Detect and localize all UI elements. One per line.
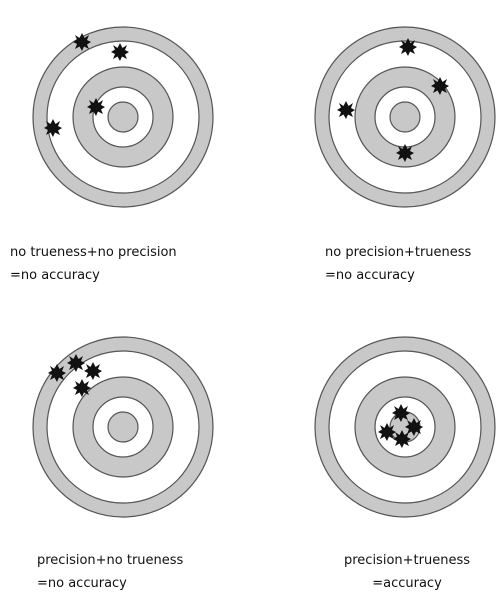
caption: =no accuracy xyxy=(325,268,415,283)
caption: precision+no trueness xyxy=(37,553,184,568)
target xyxy=(314,26,496,208)
hit xyxy=(73,33,91,51)
caption: no precision+trueness xyxy=(325,245,472,260)
hit xyxy=(378,423,396,441)
target xyxy=(32,336,214,518)
hit xyxy=(67,354,85,372)
caption: =accuracy xyxy=(372,576,442,591)
hit xyxy=(84,362,102,380)
hit xyxy=(111,43,129,61)
hit xyxy=(393,430,411,448)
caption: no trueness+no precision xyxy=(10,245,177,260)
hit xyxy=(431,77,449,95)
hit xyxy=(337,101,355,119)
caption: =no accuracy xyxy=(37,576,127,591)
hit xyxy=(399,38,417,56)
hit xyxy=(396,144,414,162)
hit xyxy=(73,379,91,397)
hit xyxy=(392,404,410,422)
caption: precision+trueness xyxy=(344,553,470,568)
caption: =no accuracy xyxy=(10,268,100,283)
hit xyxy=(48,364,66,382)
hit xyxy=(44,119,62,137)
hit xyxy=(87,98,105,116)
